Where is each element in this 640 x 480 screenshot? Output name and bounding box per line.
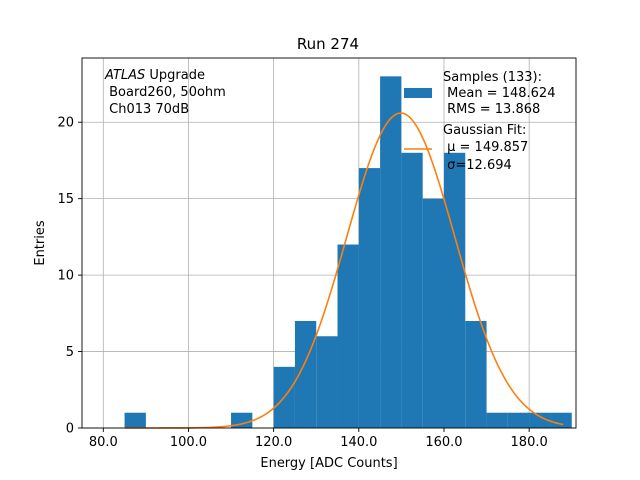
legend-fit-line-1: Gaussian Fit: [443, 123, 526, 138]
x-axis-ticks: 80.0 100.0 120.0 140.0 160.0 180.0 [89, 428, 548, 450]
axes-frame [81, 57, 577, 429]
x-tick-label: 100.0 [170, 435, 207, 450]
histogram-bar [550, 412, 572, 428]
histogram-bar [422, 198, 444, 428]
histogram-bar [401, 152, 423, 428]
annotation-line-1: ATLAS Upgrade [104, 68, 205, 83]
y-tick-label: 10 [57, 269, 74, 284]
histogram-bar [124, 412, 146, 428]
legend-samples-line-1: Samples (133): [443, 70, 542, 85]
legend-samples-line-3: RMS = 13.868 [443, 102, 540, 117]
chart-title: Run 274 [297, 35, 359, 53]
x-tick-label: 180.0 [511, 435, 548, 450]
x-tick-label: 140.0 [340, 435, 377, 450]
y-tick-label: 0 [66, 422, 74, 437]
y-tick-label: 20 [57, 116, 74, 131]
legend-samples-line-2: Mean = 148.624 [443, 86, 555, 101]
histogram-bar [486, 412, 508, 428]
histogram-bar [529, 412, 551, 428]
histogram-bar [465, 320, 487, 428]
histogram-bar [507, 412, 530, 428]
x-axis-label: Energy [ADC Counts] [260, 456, 397, 471]
grid-lines [82, 58, 576, 429]
annotation-upgrade: Upgrade [145, 68, 205, 83]
histogram-bar [337, 244, 359, 428]
y-axis-ticks: 0 5 10 15 20 [57, 116, 82, 437]
y-axis-label: Entries [33, 220, 48, 266]
histogram-bar [358, 168, 381, 428]
x-tick-label: 80.0 [89, 435, 118, 450]
histogram-bar [443, 152, 466, 428]
legend-samples-swatch [404, 88, 432, 98]
histogram-bar [316, 336, 338, 428]
y-tick-label: 5 [66, 345, 74, 360]
histogram-bar [380, 76, 402, 428]
x-tick-label: 120.0 [255, 435, 292, 450]
legend-fit-line-2: μ = 149.857 [443, 140, 528, 155]
annotation-atlas: ATLAS [104, 68, 145, 83]
legend-fit-line-3: σ=12.694 [443, 158, 512, 173]
legend: Samples (133): Mean = 148.624 RMS = 13.8… [404, 70, 555, 173]
x-tick-label: 160.0 [425, 435, 462, 450]
y-tick-label: 15 [57, 192, 74, 207]
annotation-line-3: Ch013 70dB [105, 102, 189, 117]
annotation-line-2: Board260, 50ohm [105, 85, 226, 100]
